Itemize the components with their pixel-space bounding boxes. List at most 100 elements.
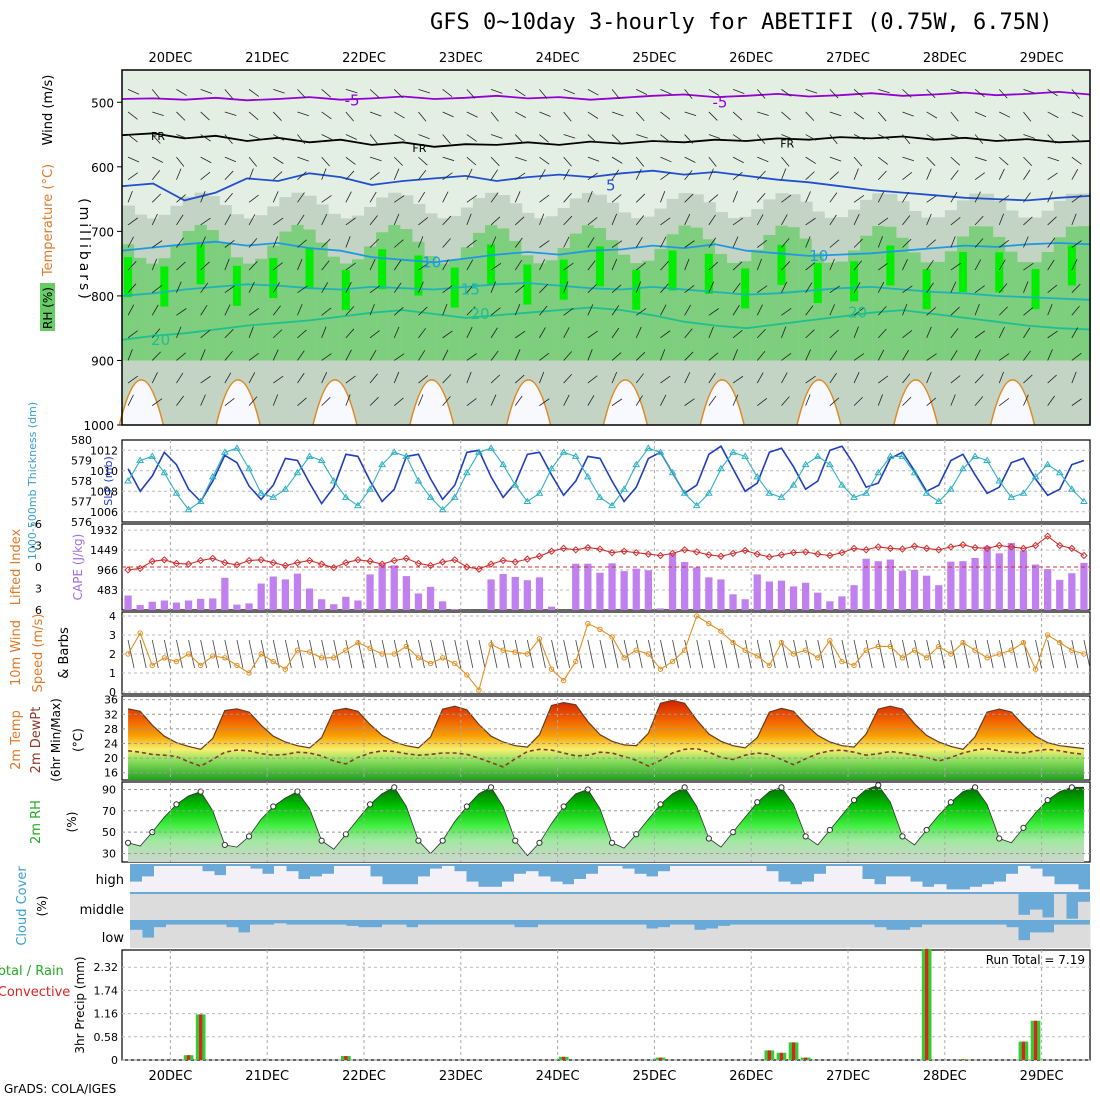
rh-saturated-cell [958,252,967,293]
rh-saturated-cell [632,269,641,310]
wind-barb [514,259,523,271]
cloud-cell [214,924,227,948]
cloud-cell [130,881,143,892]
cloud-cell [826,866,839,892]
wind-barb [514,284,525,293]
thickness-point [656,448,665,455]
cloud-cell [298,894,311,920]
cloud-cell [562,894,575,920]
wind-barb [926,371,932,384]
surface-wind-barb [284,639,292,669]
rh-moist-band [860,235,874,361]
thickness-point [233,444,241,451]
cloud-cell [1042,932,1055,948]
cloud-cell [694,866,707,892]
wind-barb [636,89,648,96]
wind-barb [853,213,860,226]
rh-saturated-cell [269,258,278,299]
thickness-point [535,489,544,496]
cloud-cell [994,894,1007,920]
cloud-cell [478,886,491,892]
wind-speed-point [548,666,555,672]
wind-speed-point [609,634,615,640]
cloud-cell [838,924,851,948]
wind-barb [248,281,255,293]
cape-tick-label: 1449 [90,544,118,557]
surface-wind-barb [478,639,486,669]
cloud-cell [550,881,563,892]
wind-barb [902,259,908,271]
wind-barb [756,328,766,339]
contour-label: -5 [345,91,360,109]
li-point [1007,543,1016,551]
wind-speed-point [585,620,591,627]
wind-barb [926,111,938,119]
cloud-cell [190,924,203,948]
wind-label: Wind (m/s) [41,75,56,146]
surface-wind-barb [1047,639,1055,669]
cloud-cell [622,924,635,948]
cape-bar [886,559,894,610]
wind-barb [829,111,842,117]
xtick-label: 27DEC [826,51,870,66]
wind-speed-point [185,651,192,657]
wind-barb [369,330,380,339]
wind-barb [151,134,161,144]
cloud-cell [286,871,299,892]
rh-point [899,833,906,840]
wind-barb [877,328,887,339]
wind-barb [999,353,1010,361]
wind-barb [273,375,284,384]
cloud-cell [934,884,947,892]
cape-bar [511,576,519,610]
wind-barb [926,326,932,339]
wind-barb [127,394,134,406]
surface-wind-barb [563,639,571,669]
wind-barb [950,134,963,140]
wind-barb [418,394,424,406]
wind-barb [1071,111,1084,117]
wind-barb [321,397,331,406]
temp-tick-label: 24 [104,737,118,750]
wind-barb [345,170,355,180]
wind-barb [224,214,232,226]
wind-barb [394,111,405,119]
wind-barb [660,349,666,361]
wind-barb [781,156,790,167]
wind-barb [1071,194,1082,203]
cloud-cell [922,924,935,948]
wind-barb [127,88,140,95]
wind-barb [781,89,792,97]
wind-speed-point [476,687,482,693]
cape-bar [390,565,398,610]
cape-bar [983,546,991,610]
wind-barb [781,307,792,316]
wind-barb [635,215,645,226]
thickness-point [366,485,374,492]
wind-barb [635,351,646,361]
wind-barb [273,156,284,164]
cape-ylabel: CAPE (J/kg) [71,534,85,601]
rh-point [221,841,228,849]
wind-barb [781,352,792,361]
wind-barb [297,192,305,203]
wind-barb [224,372,232,384]
cloud-cell [250,868,263,892]
thickness-tick-label: 580 [71,434,92,447]
cloud-cell [682,866,695,892]
wind-barb [926,307,936,316]
wind-barb [369,156,382,162]
wind-barb [732,236,739,248]
cloud-cell [430,894,443,920]
wind-barb [877,349,885,361]
cloud-cell [826,894,839,920]
cloud-cell [298,924,311,948]
wind-barb [950,170,959,180]
cloud-cell [322,894,335,920]
wind-barb [515,89,526,97]
wind-barb [853,111,865,120]
wind-barb [805,156,816,164]
wind-barb [345,236,351,248]
wind-barb [756,351,766,361]
